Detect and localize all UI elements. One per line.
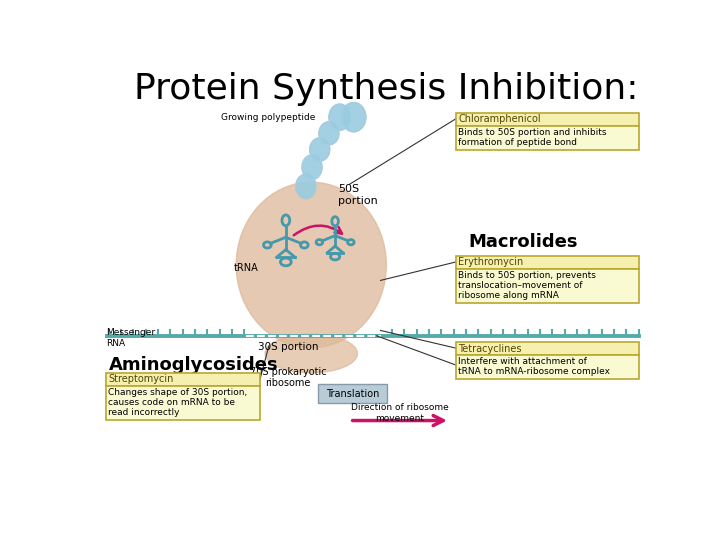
Text: causes code on mRNA to be: causes code on mRNA to be: [108, 398, 235, 407]
FancyBboxPatch shape: [456, 269, 639, 303]
Ellipse shape: [319, 122, 339, 145]
Ellipse shape: [341, 103, 366, 132]
Text: Macrolides: Macrolides: [468, 233, 577, 251]
FancyBboxPatch shape: [456, 355, 639, 379]
Text: Interfere with attachment of: Interfere with attachment of: [459, 357, 588, 367]
Ellipse shape: [329, 104, 351, 130]
Ellipse shape: [302, 155, 322, 179]
Text: Chloramphenicol: Chloramphenicol: [459, 114, 541, 124]
Ellipse shape: [310, 138, 330, 161]
Text: formation of peptide bond: formation of peptide bond: [459, 138, 577, 147]
Text: Binds to 50S portion and inhibits: Binds to 50S portion and inhibits: [459, 128, 607, 137]
Text: Erythromycin: Erythromycin: [459, 257, 523, 267]
Text: Growing polypeptide: Growing polypeptide: [221, 112, 315, 122]
Text: Tetracyclines: Tetracyclines: [459, 343, 522, 354]
FancyBboxPatch shape: [456, 256, 639, 269]
Ellipse shape: [236, 182, 387, 348]
Text: Translation: Translation: [326, 389, 379, 399]
Text: Messenger
RNA: Messenger RNA: [106, 328, 155, 348]
Text: Changes shape of 30S portion,: Changes shape of 30S portion,: [108, 388, 247, 397]
Text: 30S portion: 30S portion: [258, 342, 318, 352]
Ellipse shape: [296, 174, 316, 199]
Text: ribosome along mRNA: ribosome along mRNA: [459, 291, 559, 300]
Text: translocation–movement of: translocation–movement of: [459, 281, 582, 290]
FancyBboxPatch shape: [106, 373, 260, 386]
FancyBboxPatch shape: [456, 126, 639, 150]
Text: Streptomycin: Streptomycin: [108, 374, 174, 384]
Text: Binds to 50S portion, prevents: Binds to 50S portion, prevents: [459, 271, 596, 280]
FancyBboxPatch shape: [456, 112, 639, 126]
Text: tRNA to mRNA-ribosome complex: tRNA to mRNA-ribosome complex: [459, 367, 611, 376]
Text: Aminoglycosides: Aminoglycosides: [109, 356, 279, 374]
Text: Direction of ribosome
movement: Direction of ribosome movement: [351, 403, 449, 423]
Ellipse shape: [265, 334, 357, 373]
FancyBboxPatch shape: [106, 386, 260, 420]
Text: tRNA: tRNA: [234, 264, 259, 273]
Text: 50S
portion: 50S portion: [338, 184, 378, 206]
FancyBboxPatch shape: [456, 342, 639, 355]
Text: Protein Synthesis Inhibition:: Protein Synthesis Inhibition:: [134, 72, 639, 106]
FancyBboxPatch shape: [318, 384, 387, 403]
Text: read incorrectly: read incorrectly: [108, 408, 179, 417]
Text: 70S prokaryotic
ribosome: 70S prokaryotic ribosome: [250, 367, 326, 388]
